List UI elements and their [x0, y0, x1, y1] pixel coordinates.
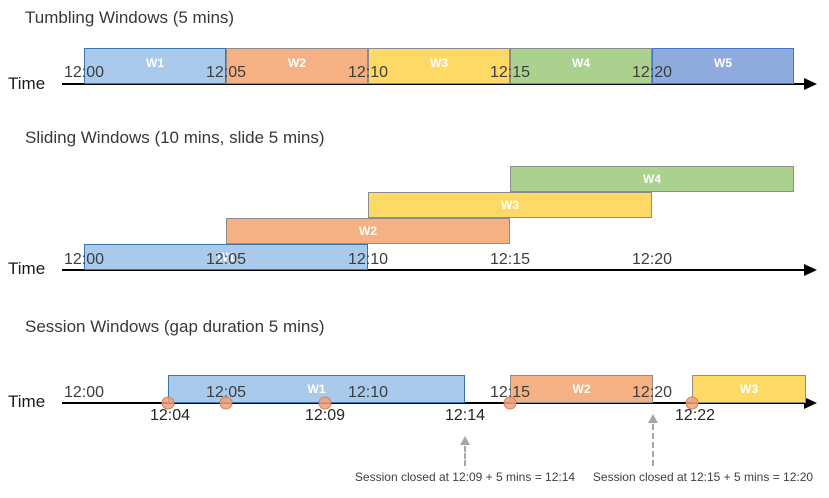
dashed-arrow-line — [464, 446, 466, 466]
window-label: W3 — [740, 382, 758, 396]
session-tick-1220: 12:20 — [631, 384, 673, 401]
tumbling-tick-1220: 12:20 — [631, 64, 673, 81]
event-dot-1204 — [161, 396, 175, 410]
window-label: W2 — [288, 56, 306, 70]
session-time-axis-label: Time — [8, 392, 46, 411]
window-label: W3 — [501, 198, 519, 212]
event-dot — [219, 396, 233, 410]
session-event-label-1204: 12:04 — [149, 407, 191, 424]
event-dot-1209 — [318, 396, 332, 410]
tumbling-time-axis-label: Time — [8, 74, 46, 93]
session-window-w1: W1 — [168, 375, 465, 403]
sliding-tick-1205: 12:05 — [205, 251, 247, 268]
window-label: W4 — [643, 172, 661, 186]
window-label: W5 — [714, 56, 732, 70]
session-tick-1215: 12:15 — [489, 384, 531, 401]
sliding-section-title: Sliding Windows (10 mins, slide 5 mins) — [25, 128, 325, 147]
tumbling-tick-1205: 12:05 — [205, 64, 247, 81]
session-event-label-1222: 12:22 — [674, 407, 716, 424]
tumbling-tick-1210: 12:10 — [347, 64, 389, 81]
session-event-label-1214: 12:14 — [444, 407, 486, 424]
session-section-title: Session Windows (gap duration 5 mins) — [25, 317, 325, 336]
tumbling-window-w4: W4 — [510, 48, 652, 84]
session-window-w3: W3 — [692, 375, 806, 403]
tumbling-window-w5: W5 — [652, 48, 794, 84]
sliding-tick-1220: 12:20 — [631, 251, 673, 268]
window-label: W2 — [359, 224, 377, 238]
window-label: W4 — [572, 56, 590, 70]
session-tick-1200: 12:00 — [63, 384, 105, 401]
session-closed-annotation-1: Session closed at 12:09 + 5 mins = 12:14 — [354, 470, 576, 484]
sliding-tick-1210: 12:10 — [347, 251, 389, 268]
sliding-time-axis — [62, 269, 806, 271]
window-label: W3 — [430, 56, 448, 70]
tumbling-time-axis — [62, 83, 806, 85]
sliding-tick-1200: 12:00 — [63, 251, 105, 268]
dashed-arrow-line — [652, 424, 654, 466]
session-time-axis — [62, 402, 806, 404]
window-label: W1 — [217, 250, 235, 264]
tumbling-window-w3: W3 — [368, 48, 510, 84]
session-event-label-1209: 12:09 — [304, 407, 346, 424]
event-dot-1215 — [503, 396, 517, 410]
session-tick-1205: 12:05 — [205, 384, 247, 401]
tumbling-tick-1200: 12:00 — [63, 64, 105, 81]
window-label: W1 — [146, 56, 164, 70]
dashed-arrowhead-icon — [460, 436, 470, 445]
session-window-w2: W2 — [510, 375, 653, 403]
sliding-time-axis-label: Time — [8, 259, 46, 278]
window-label: W1 — [307, 382, 326, 396]
tumbling-tick-1215: 12:15 — [489, 64, 531, 81]
dashed-arrowhead-icon — [648, 414, 658, 423]
session-tick-1210: 12:10 — [347, 384, 389, 401]
tumbling-window-w2: W2 — [226, 48, 368, 84]
tumbling-axis-arrowhead-icon — [804, 78, 817, 90]
sliding-axis-arrowhead-icon — [804, 264, 817, 276]
tumbling-section-title: Tumbling Windows (5 mins) — [25, 8, 235, 27]
tumbling-window-w1: W1 — [84, 48, 226, 84]
sliding-window-w2: W2 — [226, 218, 510, 244]
session-axis-arrowhead-icon — [804, 397, 817, 409]
sliding-window-w4: W4 — [510, 166, 794, 192]
sliding-window-w1: W1 — [84, 244, 368, 270]
session-closed-annotation-2: Session closed at 12:15 + 5 mins = 12:20 — [592, 470, 814, 484]
sliding-tick-1215: 12:15 — [489, 251, 531, 268]
event-dot-1222 — [685, 396, 699, 410]
sliding-window-w3: W3 — [368, 192, 652, 218]
window-label: W2 — [572, 382, 591, 396]
